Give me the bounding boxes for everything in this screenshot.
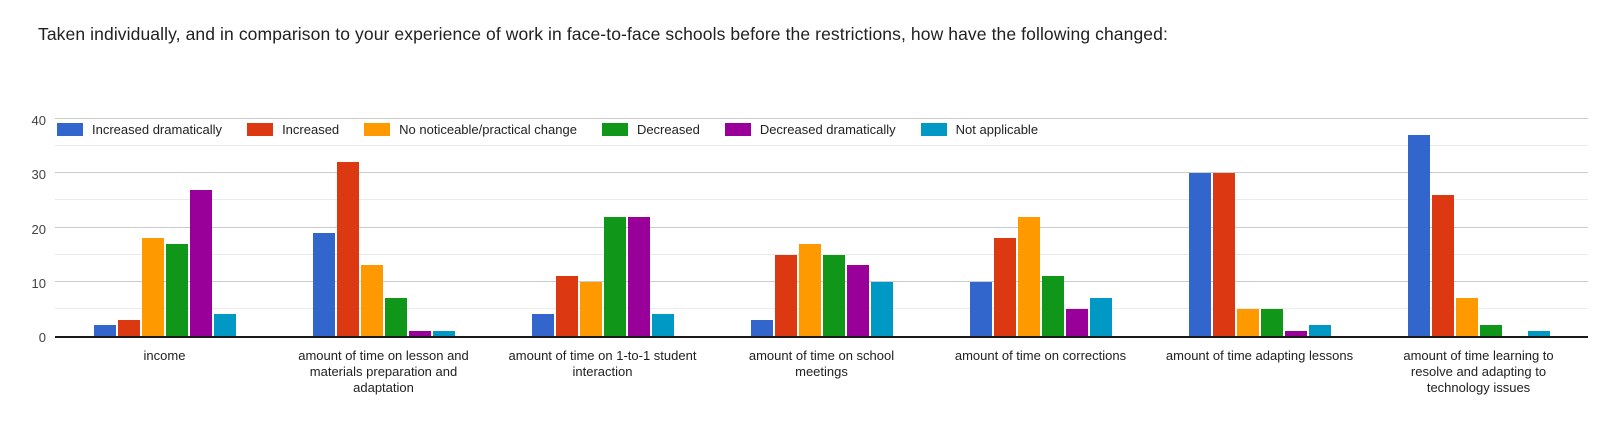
bar[interactable] xyxy=(213,314,236,336)
bar[interactable] xyxy=(1089,298,1112,336)
chart-title: Taken individually, and in comparison to… xyxy=(38,24,1168,44)
y-tick-label: 20 xyxy=(31,221,46,237)
x-axis-category-label: amount of time on 1-to-1 student interac… xyxy=(508,348,697,379)
gridline-20 xyxy=(55,226,1588,228)
bar[interactable] xyxy=(384,298,407,336)
bar[interactable] xyxy=(360,265,383,336)
legend-item-5: Not applicable xyxy=(920,122,1039,137)
bar[interactable] xyxy=(651,314,674,336)
bar[interactable] xyxy=(774,255,797,336)
legend-swatch-icon xyxy=(601,123,628,136)
legend-item-0: Increased dramatically xyxy=(57,122,222,137)
bar[interactable] xyxy=(1236,309,1259,336)
x-axis-category-label: amount of time on corrections xyxy=(954,348,1127,363)
x-axis-category-label: amount of time on school meetings xyxy=(748,348,895,379)
bar[interactable] xyxy=(189,190,212,336)
legend-label: Decreased xyxy=(636,122,700,137)
bar[interactable] xyxy=(822,255,845,336)
x-axis-category-label: amount of time on lesson and materials p… xyxy=(298,348,469,395)
legend-label: No noticeable/practical change xyxy=(399,122,577,137)
gridline-10 xyxy=(55,280,1588,282)
bar[interactable] xyxy=(579,282,602,336)
bar[interactable] xyxy=(1260,309,1283,336)
bar[interactable] xyxy=(798,244,821,336)
x-axis-category-label: income xyxy=(143,348,186,363)
bar[interactable] xyxy=(1017,217,1040,336)
bar[interactable] xyxy=(1479,325,1502,336)
gridline-25 xyxy=(55,199,1588,201)
bar[interactable] xyxy=(969,282,992,336)
bar[interactable] xyxy=(1431,195,1454,336)
x-axis-category-label: amount of time adapting lessons xyxy=(1165,348,1354,363)
y-tick-label: 30 xyxy=(31,167,46,183)
bar[interactable] xyxy=(141,238,164,336)
legend-swatch-icon xyxy=(724,123,751,136)
bar[interactable] xyxy=(312,233,335,336)
legend-item-2: No noticeable/practical change xyxy=(364,122,577,137)
bar[interactable] xyxy=(1041,276,1064,336)
bar-group-5 xyxy=(1150,121,1369,336)
bar-group-2 xyxy=(493,121,712,336)
gridline-5 xyxy=(55,307,1588,309)
bar[interactable] xyxy=(993,238,1016,336)
bar[interactable] xyxy=(627,217,650,336)
bar[interactable] xyxy=(603,217,626,336)
y-tick-label: 10 xyxy=(31,275,46,291)
legend-label: Increased xyxy=(282,122,340,137)
x-axis-labels: income amount of time on lesson and mater… xyxy=(55,348,1588,396)
bar[interactable] xyxy=(117,320,140,336)
bar[interactable] xyxy=(93,325,116,336)
legend-item-4: Decreased dramatically xyxy=(724,122,896,137)
legend-swatch-icon xyxy=(364,123,391,136)
bar-group-6 xyxy=(1369,121,1588,336)
legend-label: Decreased dramatically xyxy=(759,122,896,137)
bar[interactable] xyxy=(1455,298,1478,336)
bar[interactable] xyxy=(1212,173,1235,336)
gridline-35 xyxy=(55,145,1588,147)
bar[interactable] xyxy=(750,320,773,336)
legend-label: Not applicable xyxy=(955,122,1039,137)
gridline-40 xyxy=(55,118,1588,119)
bar[interactable] xyxy=(336,162,359,336)
bar[interactable] xyxy=(1308,325,1331,336)
gridline-15 xyxy=(55,253,1588,255)
legend-swatch-icon xyxy=(57,123,83,136)
legend-swatch-icon xyxy=(247,123,274,136)
plot-area: Increased dramatically Increased No notice… xyxy=(55,118,1588,338)
bar[interactable] xyxy=(846,265,869,336)
legend-swatch-icon xyxy=(920,123,947,136)
bar[interactable] xyxy=(432,331,455,336)
bar-groups xyxy=(55,121,1588,336)
bar[interactable] xyxy=(1527,331,1550,336)
bar[interactable] xyxy=(165,244,188,336)
bar[interactable] xyxy=(1065,309,1088,336)
bar-group-3 xyxy=(712,121,931,336)
legend: Increased dramatically Increased No notice… xyxy=(57,122,1063,137)
legend-item-3: Decreased xyxy=(601,122,700,137)
legend-label: Increased dramatically xyxy=(92,122,223,137)
bar-group-4 xyxy=(931,121,1150,336)
bar[interactable] xyxy=(555,276,578,336)
bar[interactable] xyxy=(531,314,554,336)
gridline-30 xyxy=(55,172,1588,174)
y-tick-label: 0 xyxy=(38,330,46,345)
bar[interactable] xyxy=(1284,331,1307,336)
bar[interactable] xyxy=(870,282,893,336)
x-axis-category-label: amount of time learning to resolve and a… xyxy=(1403,348,1554,395)
bar[interactable] xyxy=(1188,173,1211,336)
bar[interactable] xyxy=(1407,135,1430,336)
y-tick-label: 40 xyxy=(31,113,46,128)
legend-item-1: Increased xyxy=(247,122,339,137)
bar-group-0 xyxy=(55,121,274,336)
bar-group-1 xyxy=(274,121,493,336)
bar[interactable] xyxy=(408,331,431,336)
